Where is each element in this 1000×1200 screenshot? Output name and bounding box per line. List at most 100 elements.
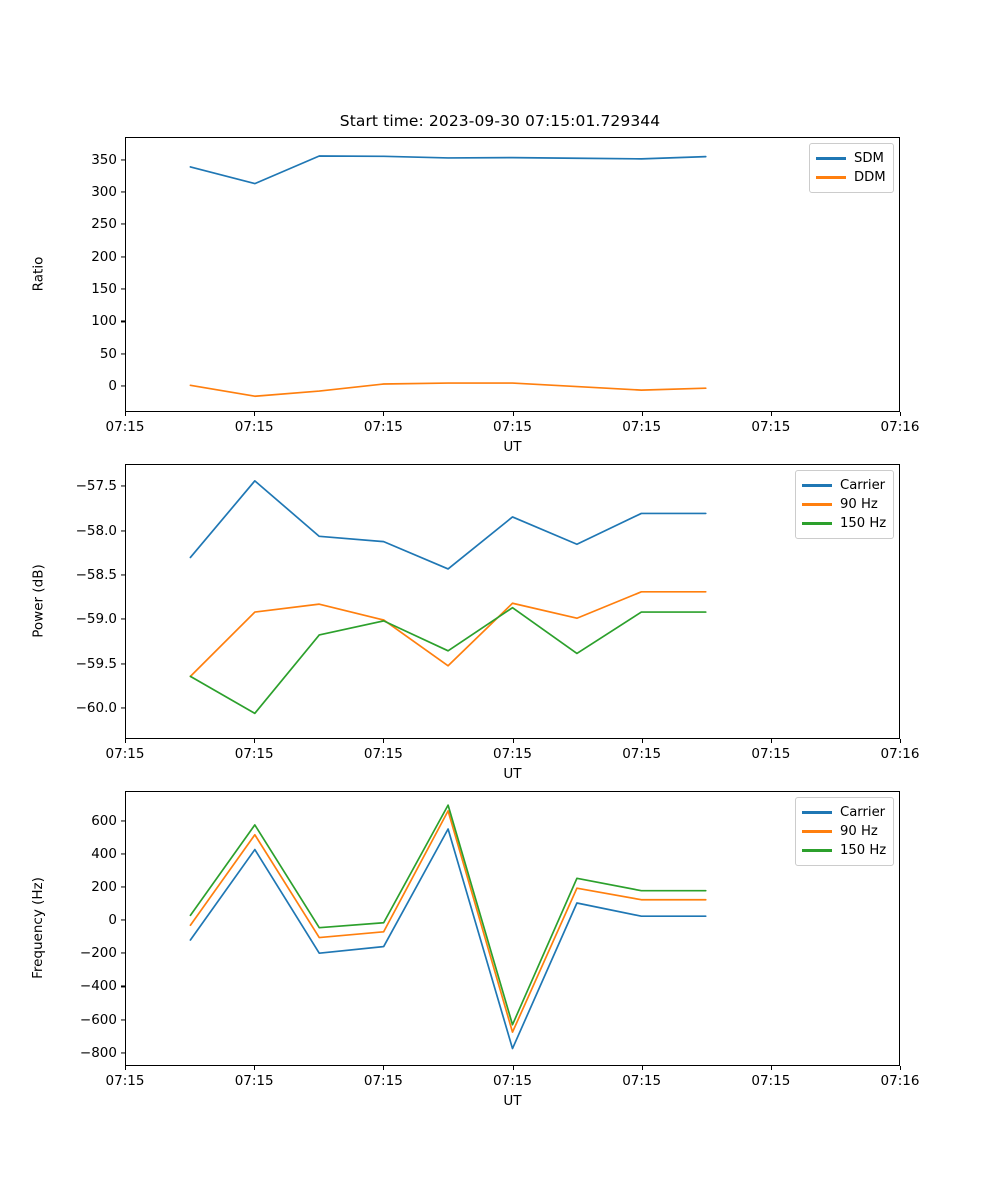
y-tick-label: 200 [91,879,117,896]
x-tick-mark [512,739,514,744]
y-tick-mark [120,985,125,988]
x-tick-mark [254,412,256,417]
x-tick-label: 07:15 [363,1073,403,1089]
legend-item[interactable]: 150 Hz [802,514,886,533]
y-tick-label: −600 [79,1011,117,1028]
y-tick-label: 150 [91,281,117,298]
y-tick-mark [120,618,125,620]
x-tick-label: 07:15 [234,746,274,762]
legend-label: 150 Hz [840,843,887,858]
y-tick-mark [120,663,125,665]
legend-item[interactable]: SDM [816,149,886,168]
y-tick-mark [120,353,125,355]
x-tick-mark [900,412,902,417]
y-tick-mark [120,223,125,225]
y-tick-label: 400 [91,845,117,862]
y-tick-mark [120,853,125,855]
series-line-carrier [189,828,707,1050]
legend-item[interactable]: 90 Hz [802,495,886,514]
x-tick-mark [900,739,902,744]
x-tick-label: 07:15 [105,1073,145,1089]
x-tick-label: 07:16 [880,419,920,435]
series-line-90-hz [189,810,707,1033]
y-tick-mark [120,886,125,888]
y-tick-mark [120,1019,125,1021]
y-tick-mark [120,288,125,290]
series-line-150-hz [189,606,707,715]
y-axis-label: Power (dB) [30,563,47,638]
plot-lines-frequency [189,804,707,1050]
legend-item[interactable]: Carrier [802,476,886,495]
legend-line-swatch-icon [802,849,832,852]
x-tick-mark [770,412,772,417]
y-tick-mark [120,574,125,576]
y-tick-mark [120,485,125,487]
x-tick-mark [254,1066,256,1071]
legend-panel-3: Carrier 90 Hz 150 Hz [795,797,895,866]
x-tick-label: 07:15 [493,746,532,762]
legend-line-swatch-icon [802,811,832,814]
x-tick-mark [641,1066,643,1071]
legend-item[interactable]: DDM [816,168,886,187]
y-tick-label: −58.5 [75,566,117,583]
x-tick-label: 07:15 [363,746,403,762]
x-tick-mark [641,739,643,744]
y-tick-label: −58.0 [75,522,117,539]
x-tick-mark [125,412,127,417]
x-tick-label: 07:15 [622,746,662,762]
x-tick-label: 07:15 [105,746,145,762]
y-tick-mark [120,191,125,193]
y-tick-label: 100 [91,313,117,330]
x-tick-label: 07:15 [234,1073,274,1089]
x-tick-mark [383,1066,385,1071]
x-tick-mark [900,1066,902,1071]
y-tick-label: −400 [79,978,117,995]
legend-item[interactable]: Carrier [802,803,886,822]
x-tick-mark [383,739,385,744]
figure-title: Start time: 2023-09-30 07:15:01.729344 [339,112,661,130]
y-tick-mark [120,1052,125,1054]
y-tick-label: −60.0 [75,699,117,716]
x-tick-mark [125,1066,127,1071]
y-tick-mark [120,256,125,258]
y-tick-label: −57.5 [75,478,117,495]
plot-lines-power [189,480,707,715]
y-axis-label: Ratio [29,256,46,291]
y-tick-mark [120,820,125,822]
y-axis-label: Frequency (Hz) [29,876,46,979]
x-axis-label: UT [503,1093,522,1109]
x-tick-label: 07:15 [751,419,791,435]
y-tick-label: −59.5 [75,655,117,672]
x-tick-mark [254,739,256,744]
x-tick-label: 07:15 [234,419,274,435]
x-tick-mark [770,1066,772,1071]
x-axis-label: UT [503,766,522,782]
y-tick-label: 0 [108,912,117,929]
legend-line-swatch-icon [802,503,832,506]
y-tick-mark [120,952,125,954]
y-tick-label: 200 [91,248,117,265]
legend-item[interactable]: 90 Hz [802,822,886,841]
legend-item[interactable]: 150 Hz [802,841,886,860]
y-tick-mark [120,320,125,322]
legend-line-swatch-icon [802,484,832,487]
y-tick-mark [120,529,125,532]
x-tick-mark [770,739,772,744]
y-tick-mark [120,159,125,161]
y-tick-mark [120,385,125,387]
x-tick-label: 07:15 [751,1073,791,1089]
x-tick-mark [383,412,385,417]
axes-panel-ratio [125,137,900,412]
x-tick-mark [125,739,127,744]
y-tick-label: 600 [91,812,117,829]
y-tick-mark [120,707,125,709]
y-tick-label: −59.0 [75,611,117,628]
x-axis-label: UT [503,439,522,455]
y-tick-label: 300 [91,184,117,200]
y-tick-label: 350 [91,151,117,168]
series-line-ddm [189,382,707,398]
x-tick-label: 07:15 [622,419,662,435]
x-tick-label: 07:15 [363,419,403,435]
series-line-150-hz [189,804,707,1026]
